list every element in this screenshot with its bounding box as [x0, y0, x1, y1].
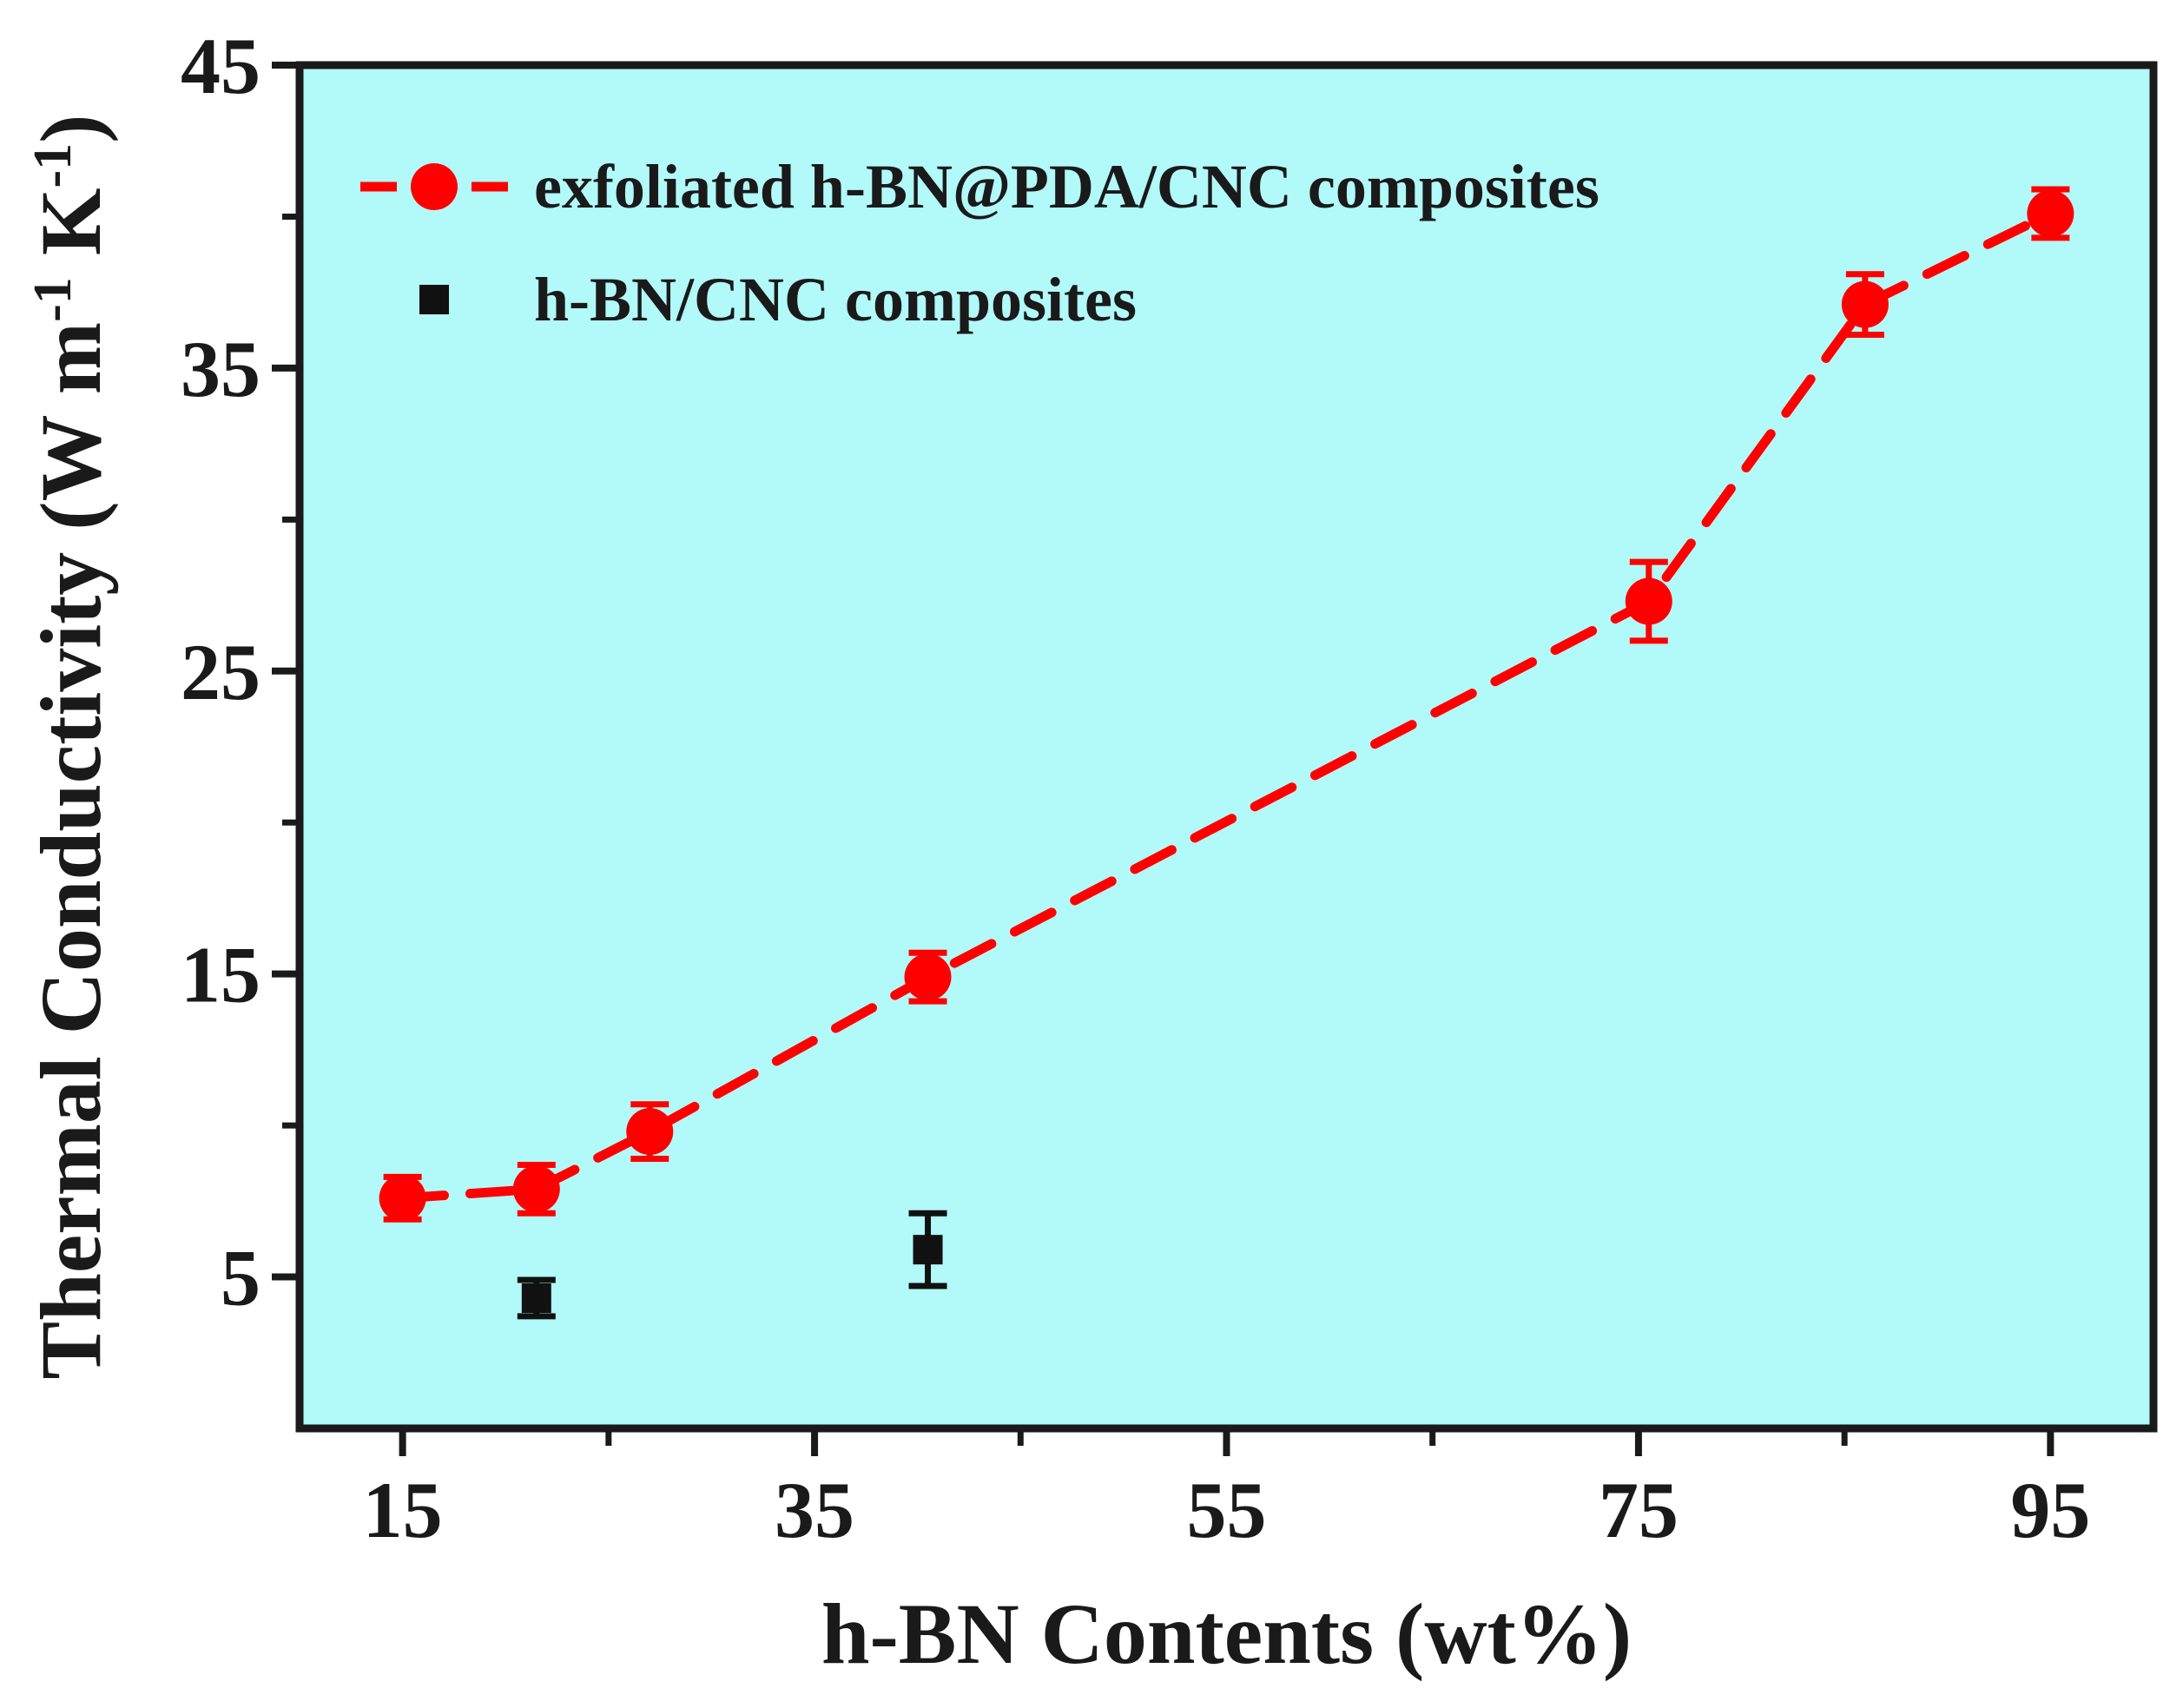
- plot-background: [300, 65, 2153, 1428]
- series-layer: [379, 186, 2074, 1320]
- y-tick-label: 15: [181, 931, 261, 1019]
- y-axis-title-mid: K: [23, 188, 119, 277]
- y-tick-label: 25: [181, 628, 261, 716]
- y-tick-label: 45: [181, 22, 261, 110]
- data-point: [2027, 189, 2074, 237]
- y-axis-title: Thermal Conductivity (W m-1 K-1): [23, 115, 119, 1380]
- x-tick-label: 55: [1187, 1466, 1267, 1554]
- data-point: [913, 1235, 943, 1265]
- legend-item-2: h-BN/CNC composites: [419, 265, 1137, 334]
- series-1: [379, 186, 2074, 1223]
- legend-marker: [411, 163, 458, 210]
- x-tick-label: 75: [1599, 1466, 1678, 1554]
- y-axis-title-sup2: -1: [23, 143, 82, 188]
- legend: exfoliated h-BN@PDA/CNC composites h-BN/C…: [360, 152, 1599, 334]
- x-tick-label: 35: [775, 1466, 854, 1554]
- data-point: [1625, 577, 1672, 625]
- y-axis-title-sup1: -1: [23, 277, 82, 322]
- legend-label: h-BN/CNC composites: [534, 265, 1137, 334]
- legend-item-1: exfoliated h-BN@PDA/CNC composites: [360, 152, 1599, 221]
- y-tick-label: 35: [181, 325, 261, 413]
- data-point: [626, 1108, 674, 1156]
- data-point: [512, 1165, 560, 1213]
- data-point: [904, 953, 952, 1001]
- y-axis-title-end: ): [23, 115, 119, 143]
- y-tick-label: 5: [221, 1234, 261, 1322]
- legend-marker: [419, 285, 449, 314]
- ticks-layer: 15 35 55 75 95 5 15 25 35 45: [181, 22, 2090, 1554]
- series-2: [517, 1210, 947, 1320]
- y-axis-title-main: Thermal Conductivity (W m: [23, 322, 119, 1380]
- x-tick-label: 95: [2010, 1466, 2090, 1554]
- data-point: [1841, 280, 1889, 328]
- x-tick-label: 15: [363, 1466, 443, 1554]
- legend-label: exfoliated h-BN@PDA/CNC composites: [534, 152, 1599, 221]
- data-point: [521, 1283, 551, 1313]
- data-point: [379, 1174, 426, 1222]
- x-axis-title: h-BN Contents (wt%): [821, 1586, 1632, 1682]
